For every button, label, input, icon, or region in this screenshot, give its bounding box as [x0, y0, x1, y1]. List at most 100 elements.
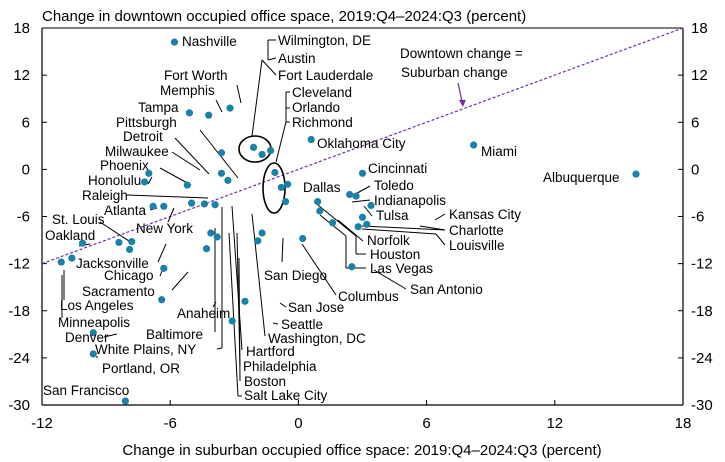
- leader-line: [171, 271, 189, 291]
- point-label: Honolulu: [88, 173, 141, 188]
- point-label: Albuquerque: [543, 170, 620, 185]
- point-label: Nashville: [182, 34, 237, 49]
- data-point: [328, 219, 337, 227]
- leader-line: [157, 243, 167, 263]
- point-label: Miami: [481, 144, 517, 159]
- data-point: [213, 233, 221, 241]
- data-point: [632, 170, 640, 178]
- leader-line: [174, 137, 210, 175]
- data-point: [207, 229, 215, 237]
- data-point: [358, 169, 367, 177]
- point-label: Columbus: [338, 289, 399, 304]
- point-label: White Plains, NY: [95, 342, 196, 357]
- x-tick-label: 0: [294, 415, 302, 432]
- leader-line: [216, 347, 223, 350]
- data-point: [348, 263, 356, 271]
- point-label: Fort Lauderdale: [278, 68, 373, 83]
- point-label: Memphis: [160, 83, 215, 98]
- data-point: [254, 237, 262, 245]
- data-point: [470, 141, 478, 149]
- point-label: Portland, OR: [102, 361, 180, 376]
- y-tick-label-right: -30: [691, 397, 713, 414]
- point-label: Louisville: [449, 238, 505, 253]
- leader-line: [279, 302, 287, 308]
- data-point: [205, 111, 213, 119]
- cluster-ellipse-cleveland: [262, 162, 286, 214]
- point-label: Seattle: [281, 317, 323, 332]
- data-point: [258, 150, 266, 159]
- y-tick-label-right: -18: [691, 303, 713, 320]
- point-label: Jacksonville: [76, 256, 149, 271]
- y-tick-label-right: -24: [691, 350, 713, 367]
- data-point: [241, 297, 249, 305]
- point-label: Oklahoma City: [317, 136, 406, 151]
- leader-line: [317, 204, 357, 237]
- point-label: Salt Lake City: [244, 388, 328, 403]
- point-label: Denver: [65, 330, 109, 345]
- leader-line: [373, 269, 407, 290]
- leader-line: [99, 221, 133, 244]
- leader-line: [301, 243, 337, 296]
- point-label: Oakland: [45, 228, 95, 243]
- y-tick-label: -12: [8, 256, 30, 273]
- data-point: [68, 254, 76, 262]
- point-label: Tulsa: [376, 208, 409, 223]
- point-label: Tampa: [138, 100, 179, 115]
- data-point: [170, 38, 179, 46]
- reference-line: [41, 27, 684, 265]
- point-label: Cincinnati: [368, 161, 427, 176]
- leader-line: [272, 322, 279, 325]
- point-label: Kansas City: [449, 207, 521, 222]
- y-tick-label-right: -12: [691, 256, 713, 273]
- y-tick-label-right: -6: [691, 209, 704, 226]
- data-point: [217, 169, 226, 177]
- x-tick-label: 18: [675, 415, 692, 432]
- data-point: [277, 183, 285, 192]
- data-point: [258, 229, 266, 237]
- data-point: [211, 201, 219, 209]
- data-point: [126, 245, 134, 254]
- x-tick-label: -6: [164, 415, 177, 432]
- data-point: [224, 176, 232, 184]
- point-label: St. Louis: [52, 212, 105, 227]
- x-tick-label: 12: [546, 415, 563, 432]
- y-tick-label-right: 18: [691, 20, 708, 37]
- data-point: [89, 329, 97, 337]
- leader-line: [228, 232, 239, 397]
- point-label: Hartford: [246, 344, 295, 359]
- y-tick-label: 12: [13, 67, 30, 84]
- y-tick-label: -24: [8, 350, 30, 367]
- data-point: [57, 258, 65, 266]
- leader-line: [147, 176, 153, 185]
- data-point: [307, 135, 315, 144]
- y-tick-label: -30: [8, 397, 30, 414]
- point-label: Minneapolis: [58, 315, 130, 330]
- reference-line-arrowhead: [458, 99, 466, 107]
- point-label: Indianapolis: [374, 193, 446, 208]
- point-label: Detroit: [123, 129, 163, 144]
- point-label: San Jose: [288, 300, 344, 315]
- leader-line: [251, 59, 263, 137]
- data-point: [267, 146, 275, 155]
- data-point: [160, 264, 168, 272]
- point-label: Wilmington, DE: [278, 33, 371, 48]
- point-label: Fort Worth: [164, 68, 228, 83]
- data-point: [89, 350, 97, 358]
- leader-line: [361, 225, 446, 231]
- leader-line: [125, 194, 209, 199]
- leader-line: [251, 213, 266, 337]
- point-label: New York: [136, 221, 193, 236]
- x-axis-label: Change in suburban occupied office space…: [122, 442, 601, 459]
- point-label: San Diego: [264, 268, 327, 283]
- point-label: Cleveland: [292, 85, 352, 100]
- data-point: [202, 245, 211, 253]
- point-label: Phoenix: [100, 158, 149, 173]
- point-label: Philadelphia: [243, 359, 317, 374]
- data-point: [281, 197, 290, 206]
- data-point: [160, 202, 168, 210]
- data-point: [346, 190, 354, 199]
- leader-line: [275, 121, 287, 163]
- data-point: [226, 104, 234, 112]
- leader-line: [171, 151, 201, 171]
- leader-line: [215, 99, 223, 113]
